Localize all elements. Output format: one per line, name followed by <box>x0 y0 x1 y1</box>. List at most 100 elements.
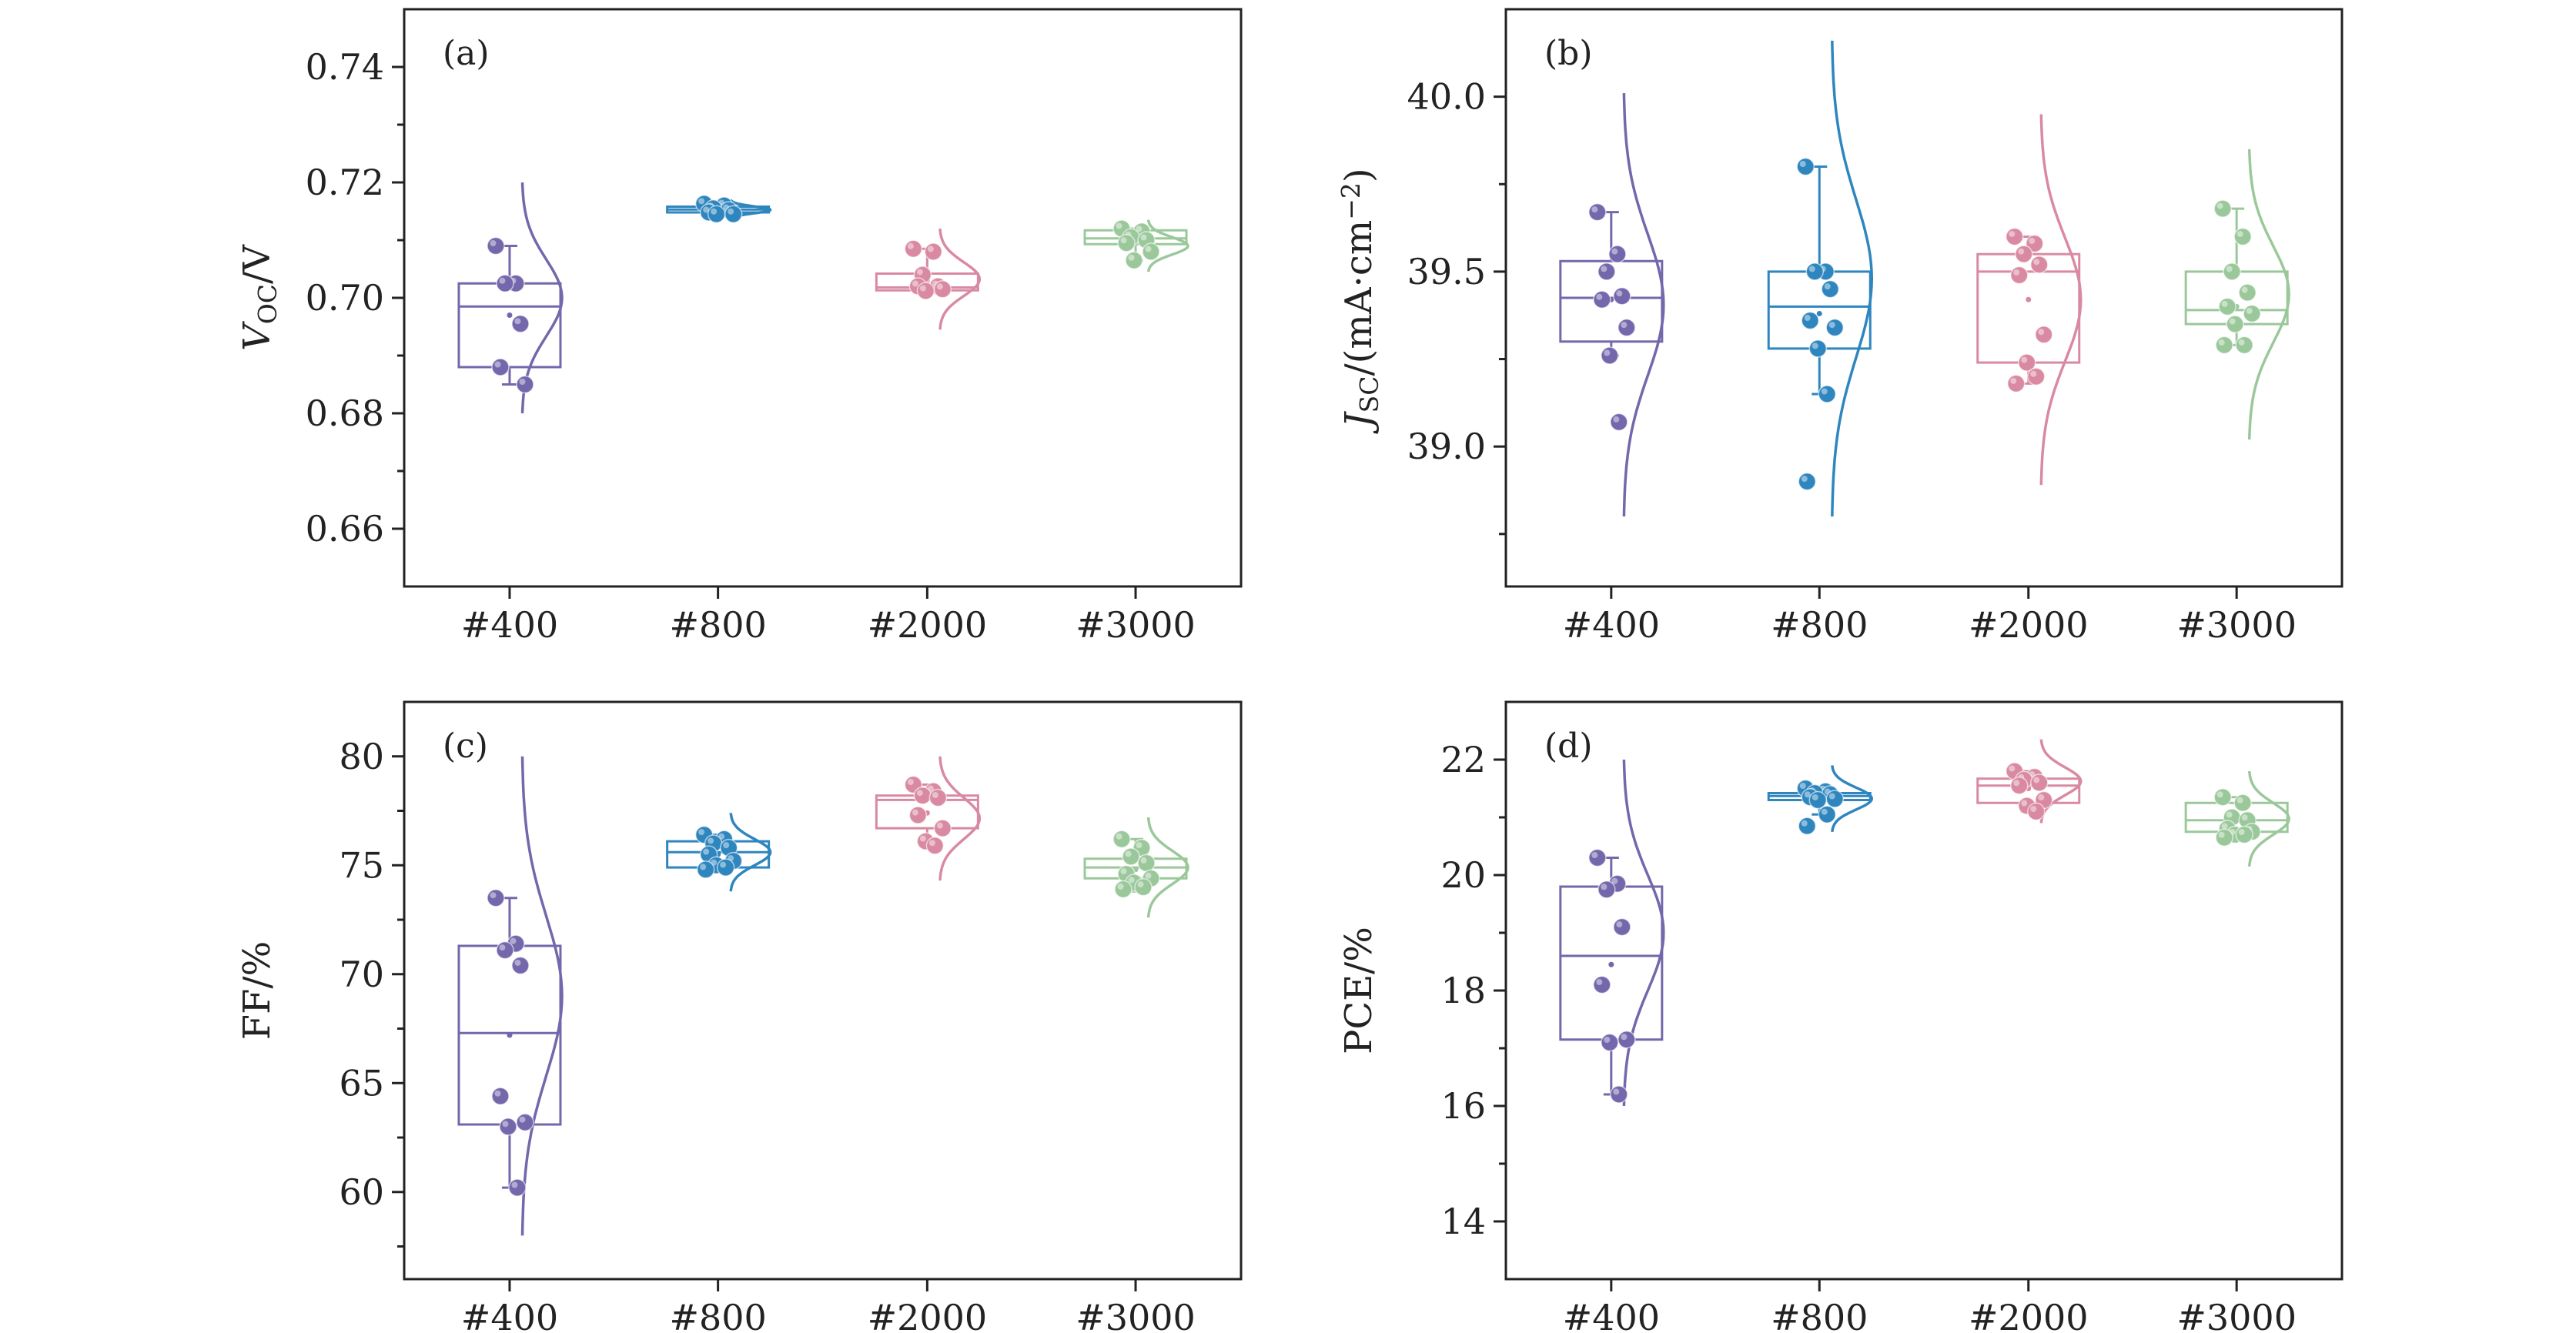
data-point-highlight <box>720 861 727 868</box>
data-point <box>2030 773 2049 792</box>
data-point <box>2238 283 2257 302</box>
data-point <box>487 236 505 256</box>
data-point <box>1610 1085 1628 1104</box>
data-point-highlight <box>728 208 734 215</box>
series-0 <box>457 182 564 414</box>
data-point <box>1601 1033 1619 1052</box>
data-point <box>908 806 928 824</box>
data-point-highlight <box>1824 283 1831 290</box>
data-point-highlight <box>919 835 926 842</box>
y-tick-label: 22 <box>1440 739 1486 780</box>
data-point-highlight <box>2218 339 2225 346</box>
y-tick-label: 65 <box>339 1062 384 1104</box>
data-point-highlight <box>499 944 506 951</box>
data-point-highlight <box>1145 872 1152 879</box>
x-tick-label: #800 <box>669 1297 766 1333</box>
data-point <box>1808 790 1827 810</box>
data-point <box>2018 353 2036 372</box>
data-point-highlight <box>1120 868 1127 875</box>
distribution-curve <box>938 756 982 881</box>
data-point <box>2026 234 2044 253</box>
y-tick-label: 0.72 <box>306 162 384 203</box>
data-point-highlight <box>2009 230 2016 237</box>
y-axis-title: FF/% <box>236 941 279 1040</box>
data-point <box>1825 790 1844 808</box>
data-point-highlight <box>510 937 517 944</box>
data-point-highlight <box>1611 877 1618 884</box>
data-point-highlight <box>1804 315 1811 322</box>
data-point <box>2235 336 2253 355</box>
y-axis-title-part: FF/% <box>236 941 279 1040</box>
data-point-highlight <box>1799 161 1806 168</box>
distribution-curve <box>520 756 564 1236</box>
data-point <box>1825 318 1844 337</box>
data-point-highlight <box>2238 339 2245 346</box>
data-point <box>716 858 735 877</box>
data-point-highlight <box>916 269 923 276</box>
data-point-highlight <box>2013 780 2020 787</box>
distribution-curve <box>2039 114 2083 486</box>
panel-label: (d) <box>1544 727 1593 766</box>
data-point <box>707 205 726 223</box>
x-tick-label: #800 <box>1771 1297 1868 1333</box>
data-point-highlight <box>1616 921 1623 927</box>
x-tick-label: #400 <box>1563 1297 1660 1333</box>
data-point-highlight <box>711 208 718 215</box>
data-point-highlight <box>2038 329 2045 336</box>
series-2 <box>875 756 982 881</box>
data-point-highlight <box>1808 266 1815 272</box>
data-point-highlight <box>2013 269 2020 276</box>
y-axis-title-part: ) <box>1337 168 1380 182</box>
series-3 <box>2184 149 2290 440</box>
data-point-highlight <box>700 864 707 870</box>
data-point-highlight <box>511 1181 518 1188</box>
distribution-curve <box>1146 817 1189 918</box>
data-point-highlight <box>2009 765 2016 772</box>
y-axis-title: PCE/% <box>1337 927 1380 1054</box>
data-point-highlight <box>703 206 710 213</box>
data-point-highlight <box>2010 377 2017 384</box>
series-2 <box>1976 739 2083 824</box>
data-point <box>487 888 505 907</box>
series-1 <box>1767 765 1874 835</box>
data-point <box>2010 266 2029 285</box>
y-tick-label: 20 <box>1440 854 1486 896</box>
distribution-curve <box>2039 739 2083 824</box>
data-point <box>904 239 923 258</box>
data-point <box>1122 847 1140 866</box>
data-point <box>2027 802 2046 821</box>
data-point <box>496 274 514 292</box>
panel-d: 14 16 18 20 22 #400 #800 #2000 #3000 (d) PCE/% <box>1337 700 2343 1333</box>
data-point <box>1597 262 1616 281</box>
data-point-highlight <box>1821 388 1828 395</box>
y-tick-label: 39.0 <box>1407 426 1486 467</box>
data-point-highlight <box>1613 416 1620 423</box>
data-point-highlight <box>1120 237 1127 244</box>
data-point <box>2223 262 2241 281</box>
data-point-highlight <box>928 840 935 847</box>
x-tick-label: #3000 <box>1076 604 1196 646</box>
data-point <box>1801 311 1819 330</box>
data-point <box>1588 848 1607 867</box>
data-point-highlight <box>2221 823 2228 830</box>
distribution-curve <box>1622 759 1665 1107</box>
panel-label: (c) <box>443 727 488 766</box>
data-point <box>511 315 530 333</box>
data-point <box>1601 346 1619 365</box>
data-point-highlight <box>1621 1034 1628 1041</box>
panel-c: 60 65 70 75 80 #400 #800 #2000 #3000 (c) FF/% <box>236 700 1243 1333</box>
data-point-highlight <box>2033 259 2040 266</box>
distribution-curve <box>1146 219 1189 272</box>
data-point-highlight <box>1804 791 1811 798</box>
y-tick-label: 40.0 <box>1407 76 1486 118</box>
data-point-highlight <box>1801 476 1808 483</box>
data-point-highlight <box>1591 852 1598 858</box>
data-point <box>2006 227 2024 246</box>
data-point <box>2243 304 2261 323</box>
distribution-curve <box>1622 93 1665 517</box>
distribution-curve <box>729 813 772 892</box>
data-point-highlight <box>1145 246 1152 252</box>
data-point-highlight <box>698 829 705 836</box>
data-point <box>1618 1031 1636 1049</box>
x-tick-label: #400 <box>1563 604 1660 646</box>
